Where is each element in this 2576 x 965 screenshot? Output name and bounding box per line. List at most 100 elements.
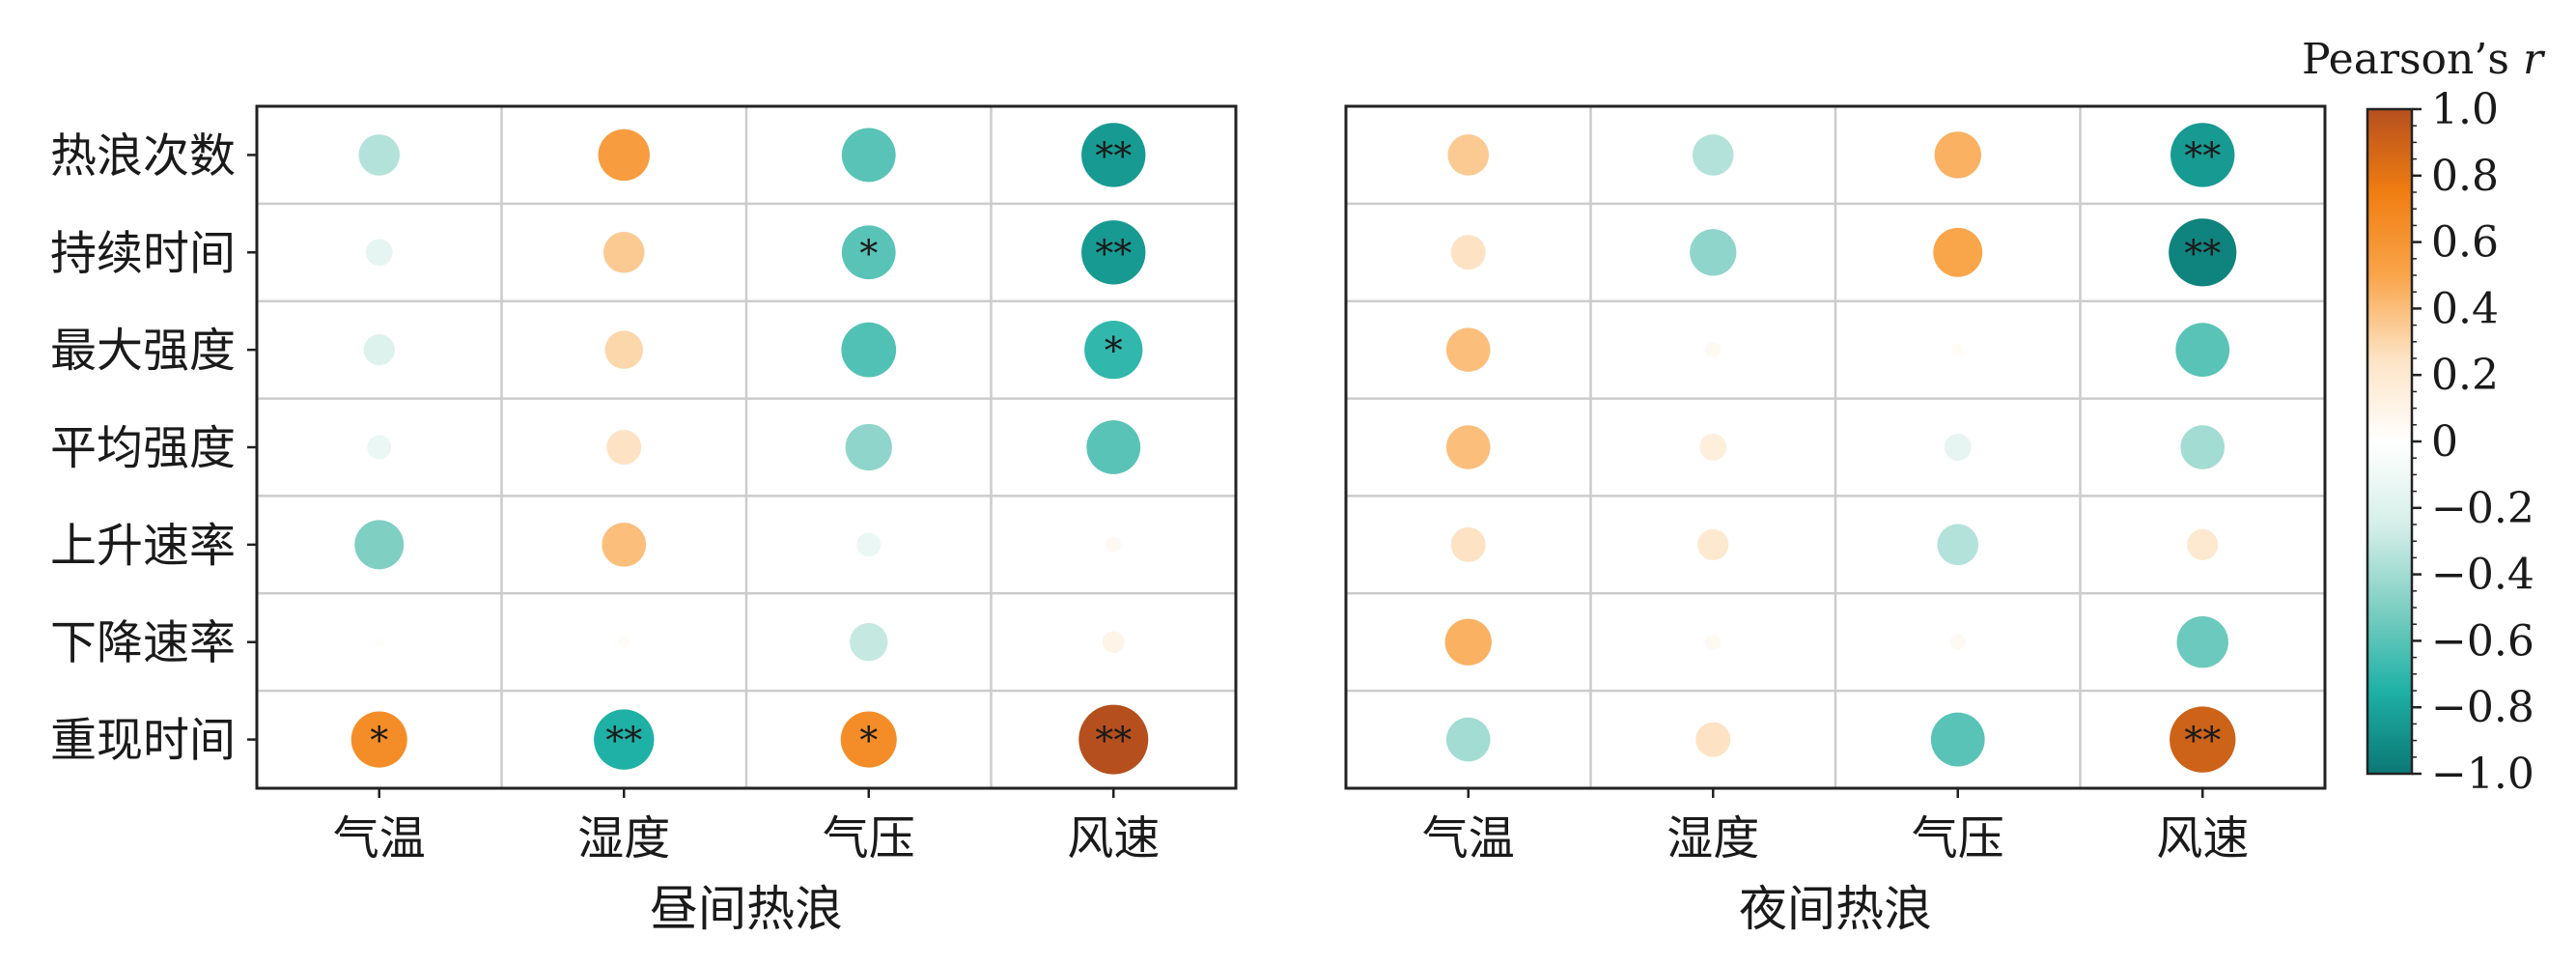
bubble bbox=[1081, 123, 1146, 187]
y-tick-label: 热浪次数 bbox=[50, 128, 236, 183]
bubble bbox=[594, 709, 655, 770]
significance-mark: * bbox=[859, 720, 878, 762]
bubble bbox=[598, 128, 650, 182]
bubble bbox=[856, 532, 882, 557]
bubble bbox=[841, 225, 896, 280]
bubble bbox=[2169, 218, 2237, 287]
significance-mark: ** bbox=[1095, 232, 1132, 274]
colorbar-tick-label: −1.0 bbox=[2431, 750, 2534, 799]
colorbar-tick-label: 0 bbox=[2431, 417, 2458, 467]
bubble bbox=[840, 711, 897, 768]
bubble bbox=[1445, 327, 1491, 372]
bubble bbox=[1951, 343, 1964, 356]
x-tick-label: 湿度 bbox=[1666, 811, 1759, 866]
bubble bbox=[367, 435, 392, 460]
colorbar-tick-label: 0.4 bbox=[2431, 284, 2499, 333]
bubble bbox=[1106, 536, 1122, 553]
colorbar-tick-label: 0.6 bbox=[2431, 218, 2499, 268]
colorbar-tick-label: 0.2 bbox=[2431, 351, 2499, 400]
bubble bbox=[1930, 712, 1985, 767]
x-tick-label: 湿度 bbox=[577, 811, 670, 866]
y-tick-label: 下降速率 bbox=[50, 616, 236, 670]
colorbar-tick-label: 0.8 bbox=[2431, 152, 2499, 201]
bubble bbox=[845, 423, 892, 471]
bubble bbox=[363, 334, 395, 366]
bubble bbox=[2176, 616, 2228, 668]
bubble bbox=[618, 636, 630, 648]
bubble bbox=[1081, 220, 1146, 285]
x-tick-label: 气温 bbox=[1422, 811, 1515, 866]
panel-frame bbox=[1344, 104, 2327, 790]
y-tick-label: 重现时间 bbox=[50, 714, 236, 768]
bubble bbox=[374, 637, 384, 647]
x-tick-label: 风速 bbox=[2156, 811, 2249, 866]
significance-mark: ** bbox=[2184, 720, 2221, 762]
bubble bbox=[1084, 321, 1143, 380]
panel-1: *** **** ** * **气温 湿度 气压 风速热浪次数持续时间最大强度平均强度上升速率… bbox=[50, 104, 1238, 937]
significance-mark: * bbox=[1105, 329, 1123, 372]
colorbar-tick-label: −0.4 bbox=[2431, 551, 2534, 600]
bubble bbox=[602, 231, 645, 273]
colorbar-tick-label: −0.2 bbox=[2431, 484, 2534, 533]
bubble bbox=[2180, 425, 2226, 469]
bubble bbox=[1445, 717, 1491, 762]
bubble bbox=[1937, 524, 1979, 566]
significance-mark: * bbox=[859, 232, 878, 274]
y-tick-label: 上升速率 bbox=[50, 519, 236, 573]
panel-xlabel: 昼间热浪 bbox=[650, 881, 843, 937]
bubble bbox=[850, 622, 888, 662]
significance-mark: ** bbox=[2184, 134, 2221, 177]
colorbar-title: Pearson’s r bbox=[2302, 35, 2546, 84]
bubble bbox=[1944, 434, 1972, 461]
significance-mark: * bbox=[370, 720, 388, 762]
bubble bbox=[350, 711, 407, 768]
significance-mark: ** bbox=[605, 720, 642, 762]
bubble bbox=[2170, 123, 2235, 187]
significance-mark: ** bbox=[2184, 232, 2221, 274]
bubble bbox=[1934, 131, 1981, 179]
bubble bbox=[1447, 134, 1490, 176]
x-tick-label: 气压 bbox=[823, 811, 915, 866]
bubble bbox=[1705, 634, 1722, 650]
bubble bbox=[1705, 342, 1722, 358]
bubble bbox=[1102, 631, 1125, 654]
bubble bbox=[1445, 425, 1491, 469]
y-tick-label: 最大强度 bbox=[50, 324, 236, 378]
bubble bbox=[1444, 618, 1492, 666]
bubble bbox=[1695, 722, 1731, 757]
bubble bbox=[604, 330, 643, 369]
significance-mark: ** bbox=[1095, 720, 1132, 762]
bubble bbox=[841, 322, 897, 378]
panel-xlabel: 夜间热浪 bbox=[1739, 881, 1932, 937]
bubble bbox=[2170, 706, 2236, 773]
colorbar-tick-label: −0.6 bbox=[2431, 616, 2534, 666]
bubble bbox=[606, 430, 642, 465]
x-tick-label: 风速 bbox=[1067, 811, 1160, 866]
bubble bbox=[1933, 227, 1983, 277]
bubble bbox=[365, 239, 393, 267]
bubble bbox=[1697, 528, 1729, 560]
bubble bbox=[1949, 634, 1966, 650]
colorbar-tick-label: −0.8 bbox=[2431, 683, 2534, 732]
bubble bbox=[1699, 434, 1727, 461]
bubble bbox=[1078, 704, 1149, 775]
bubble bbox=[2175, 323, 2230, 378]
x-tick-label: 气压 bbox=[1912, 811, 2004, 866]
significance-mark: ** bbox=[1095, 134, 1132, 177]
x-tick-label: 气温 bbox=[333, 811, 426, 866]
bubble bbox=[1690, 229, 1737, 276]
bubble bbox=[1450, 526, 1486, 562]
bubble bbox=[1692, 134, 1734, 176]
colorbar-bar bbox=[2366, 107, 2414, 776]
y-tick-label: 持续时间 bbox=[50, 226, 236, 280]
bubble bbox=[358, 134, 401, 176]
y-tick-label: 平均强度 bbox=[50, 421, 236, 475]
bubble bbox=[602, 523, 647, 567]
panels: *** **** ** * **气温 湿度 气压 风速热浪次数持续时间最大强度平均强度上升速率… bbox=[50, 104, 2327, 937]
colorbar: 1.0 0.8 0.6 0.4 0.2 0 −0.2 −0.4 −0.6 −0.8 −1.0 Pear… bbox=[2302, 35, 2546, 799]
bubble bbox=[1450, 235, 1486, 270]
colorbar-tick-label: 1.0 bbox=[2431, 85, 2499, 134]
bubble bbox=[2187, 528, 2219, 560]
